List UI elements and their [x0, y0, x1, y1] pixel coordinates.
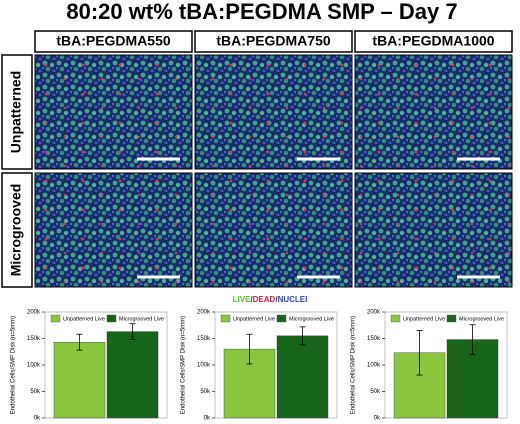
y-tick-label: 150k: [367, 336, 381, 342]
legend-swatch: [220, 314, 231, 323]
stain-live: LIVE: [233, 295, 251, 304]
stain-dead: DEAD: [253, 295, 276, 304]
figure-title: 80:20 wt% tBA:PEGDMA SMP – Day 7: [66, 0, 457, 24]
micrograph-dead: [355, 55, 512, 169]
y-tick-label: 200k: [27, 310, 41, 316]
column-header-box: [354, 30, 513, 53]
y-axis-label: Endothelial Cells/SMP Disk (n=5mm): [11, 316, 17, 414]
y-tick-label: 100k: [367, 363, 381, 369]
y-tick-label: 200k: [367, 310, 381, 316]
y-tick-label: 50k: [30, 389, 41, 395]
y-axis-label: Endothelial Cells/SMP Disk (n=5mm): [351, 316, 357, 414]
column-header-box: [194, 30, 353, 53]
y-tick-label: 100k: [197, 363, 211, 369]
y-tick-label: 0k: [34, 416, 41, 422]
column-header: tBA:PEGDMA750: [216, 33, 331, 49]
y-tick-label: 50k: [200, 389, 211, 395]
micrograph-dead: [195, 173, 352, 287]
legend-label: Unpatterned Live: [403, 316, 445, 322]
column-header: tBA:PEGDMA550: [56, 33, 171, 49]
error-bar: [469, 324, 476, 355]
row-header: Unpatterned: [8, 71, 24, 153]
micrograph-dead: [35, 55, 192, 169]
y-tick-label: 0k: [204, 416, 211, 422]
micrograph-dead: [355, 173, 512, 287]
row-header-box: [1, 54, 33, 170]
y-axis-label: Endothelial Cells/SMP Disk (n=5mm): [181, 316, 187, 414]
legend-label: Microgrooved Live: [459, 316, 504, 322]
error-bar: [246, 333, 253, 365]
legend-swatch: [276, 314, 287, 323]
legend-swatch: [390, 314, 401, 323]
y-tick-label: 150k: [27, 336, 41, 342]
stain-sep: /: [250, 295, 253, 304]
stain-sep: /: [275, 295, 278, 304]
legend-swatch: [446, 314, 457, 323]
stain-label: LIVE/DEAD/NUCLEI: [233, 295, 308, 304]
bar: [276, 335, 329, 419]
error-bar: [299, 326, 306, 346]
legend-label: Microgrooved Live: [289, 316, 334, 322]
stain-nuclei: NUCLEI: [278, 295, 308, 304]
error-bar: [416, 330, 423, 376]
row-header: Microgrooved: [8, 184, 24, 277]
column-header-box: [34, 30, 193, 53]
legend-label: Unpatterned Live: [233, 316, 275, 322]
error-bar: [76, 333, 83, 351]
column-header: tBA:PEGDMA1000: [372, 33, 494, 49]
legend-swatch: [106, 314, 117, 323]
y-tick-label: 0k: [374, 416, 381, 422]
row-header-box: [1, 172, 33, 288]
y-tick-label: 200k: [197, 310, 211, 316]
error-bar: [129, 323, 136, 340]
y-tick-label: 150k: [197, 336, 211, 342]
bar: [53, 342, 106, 419]
bar: [106, 331, 159, 419]
y-tick-label: 100k: [27, 363, 41, 369]
legend-label: Microgrooved Live: [119, 316, 164, 322]
micrograph-dead: [195, 55, 352, 169]
legend-label: Unpatterned Live: [63, 316, 105, 322]
y-tick-label: 50k: [370, 389, 381, 395]
micrograph-dead: [35, 173, 192, 287]
legend-swatch: [50, 314, 61, 323]
